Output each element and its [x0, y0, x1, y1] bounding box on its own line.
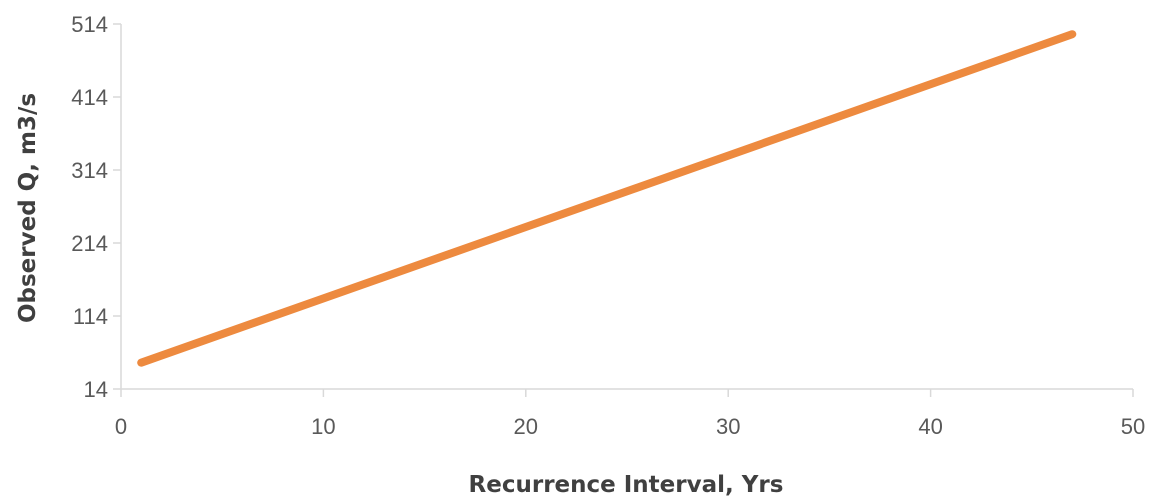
series-line: [137, 30, 1077, 367]
y-tick-label: 114: [73, 304, 108, 329]
x-tick-label: 40: [918, 414, 942, 439]
x-tick-label: 10: [311, 414, 335, 439]
series-lines: [137, 30, 1077, 367]
y-tick-label: 314: [71, 158, 108, 183]
x-axis: 0 10 20 30 40 50: [115, 388, 1145, 439]
y-tick-label: 14: [84, 377, 108, 402]
y-axis-title: Observed Q, m3/s: [15, 93, 41, 323]
x-tick-label: 50: [1121, 414, 1145, 439]
x-axis-title: Recurrence Interval, Yrs: [469, 472, 784, 498]
y-tick-label: 214: [71, 231, 108, 256]
x-tick-label: 20: [514, 414, 538, 439]
x-tick-label: 0: [115, 414, 127, 439]
y-tick-label: 414: [71, 85, 108, 110]
y-axis: 14 114 214 314 414 514: [71, 12, 122, 402]
y-tick-label: 514: [71, 12, 108, 37]
x-tick-label: 30: [716, 414, 740, 439]
